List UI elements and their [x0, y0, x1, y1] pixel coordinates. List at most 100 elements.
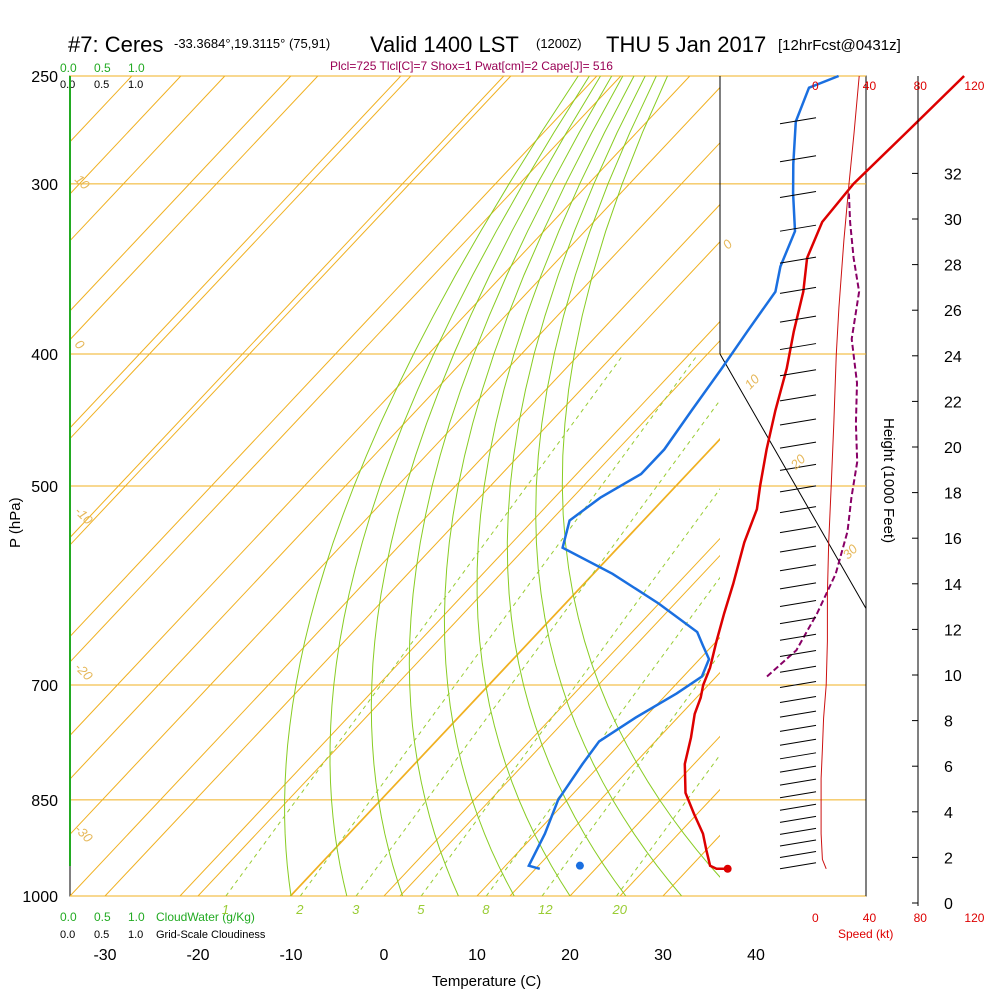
mixing-ratio-group	[225, 353, 720, 896]
wind-barb	[779, 803, 817, 811]
isotherm-line	[70, 76, 412, 440]
wind-barb	[779, 839, 817, 847]
cloud-scale-bottom-1: 0.5	[94, 910, 111, 924]
mixing-ratio-label: 20	[612, 902, 628, 917]
sounding-params: Plcl=725 Tlcl[C]=7 Shox=1 Pwat[cm]=2 Cap…	[330, 59, 613, 73]
grid-layer	[70, 75, 867, 897]
speed-tick-top: 40	[863, 79, 877, 93]
mixing-ratio-line	[541, 652, 720, 896]
pressure-tick-label: 300	[31, 177, 58, 194]
surface-temperature-marker	[723, 864, 732, 873]
wind-barb	[779, 778, 817, 786]
wind-barb	[779, 582, 817, 590]
isotherm-line	[383, 537, 720, 896]
pressure-tick-label: 400	[31, 347, 58, 364]
surface-dewpoint-marker	[575, 861, 584, 870]
wind-barb	[779, 827, 817, 835]
wind-barb	[779, 710, 817, 718]
mixing-ratio-label: 1	[222, 902, 229, 917]
x-tick-label: -30	[93, 947, 116, 964]
wind-barb	[779, 224, 817, 232]
height-tick-label: 12	[944, 622, 962, 639]
cloudiness-scale-top-1: 0.5	[94, 79, 109, 91]
wind-barb	[779, 815, 817, 823]
adiabat-line-orange	[399, 554, 720, 896]
cloudiness-scale-bottom-0: 0.0	[60, 929, 75, 941]
isotherm-label-left: -20	[72, 660, 96, 684]
temperature-line	[683, 75, 965, 871]
cloudiness-scale-bottom-1: 0.5	[94, 929, 109, 941]
x-tick-label: 0	[380, 947, 389, 964]
mixing-ratio-label: 2	[295, 902, 304, 917]
moist-adiabat-group	[284, 76, 720, 896]
height-tick-label: 32	[944, 166, 962, 183]
wind-barb	[779, 441, 817, 449]
wind-barb	[779, 315, 817, 323]
height-tick-label: 24	[944, 349, 962, 366]
speed-tick-top: 120	[964, 79, 984, 93]
height-tick-label: 2	[944, 850, 953, 867]
height-tick-label: 18	[944, 486, 962, 503]
mixing-ratio-line	[225, 353, 625, 896]
height-tick-label: 0	[944, 896, 953, 913]
cloudiness-label: Grid-Scale Cloudiness	[156, 929, 266, 941]
isotherm-label-left: 0	[72, 337, 88, 353]
wind-barb	[779, 394, 817, 402]
height-tick-label: 8	[944, 714, 953, 731]
cloudiness-scale-bottom-2: 1.0	[128, 929, 143, 941]
moist-adiabat-line	[329, 76, 590, 896]
wind-barb	[779, 545, 817, 553]
y2-axis-label: Height (1000 Feet)	[880, 418, 897, 543]
wind-barb	[779, 506, 817, 514]
speed-tick-top: 80	[914, 79, 928, 93]
adiabat-line-orange	[70, 76, 402, 429]
height-tick-label: 4	[944, 805, 953, 822]
wind-barb	[779, 617, 817, 625]
height-tick-label: 6	[944, 759, 953, 776]
station-name: #7: Ceres	[68, 32, 163, 57]
cloud-scale-top-0: 0.0	[60, 61, 77, 75]
cloudwater-label: CloudWater (g/Kg)	[156, 910, 255, 924]
wind-barb	[779, 665, 817, 673]
wind-barb	[779, 752, 817, 760]
cloud-scale-top-1: 0.5	[94, 61, 111, 75]
x-tick-label: 20	[561, 947, 579, 964]
adiabat-line-orange	[70, 76, 292, 312]
isotherm-line	[569, 735, 720, 896]
wind-barb	[779, 633, 817, 641]
pressure-tick-label: 500	[31, 479, 58, 496]
speed-tick-top: 0	[812, 79, 819, 93]
pressure-tick-label: 700	[31, 678, 58, 695]
wind-barb	[779, 418, 817, 426]
cloudiness-scale-top-2: 1.0	[128, 79, 143, 91]
isotherm-label-right: 30	[840, 541, 861, 562]
y-axis-label: P (hPa)	[7, 497, 24, 548]
moist-adiabat-line	[284, 76, 579, 896]
height-tick-label: 20	[944, 440, 962, 457]
marks-layer	[69, 74, 965, 873]
pressure-tick-label: 250	[31, 69, 58, 86]
moist-adiabat-line	[476, 76, 635, 896]
wind-barb	[779, 463, 817, 471]
forecast-date: THU 5 Jan 2017	[606, 32, 766, 57]
wind-barb	[779, 286, 817, 294]
moist-adiabat-line	[506, 76, 646, 896]
cloudiness-scale-top-0: 0.0	[60, 79, 75, 91]
wind-barb	[779, 724, 817, 732]
height-tick-label: 22	[944, 394, 962, 411]
isotherm-line	[476, 636, 720, 896]
wind-panel-border	[719, 353, 867, 896]
cloud-scale-bottom-2: 1.0	[128, 910, 145, 924]
mixing-ratio-line	[616, 754, 720, 896]
wind-barb	[779, 190, 817, 198]
wind-barb	[779, 155, 817, 163]
isotherm-label-left: -30	[72, 822, 96, 846]
pressure-tick-label: 850	[31, 793, 58, 810]
height-tick-label: 28	[944, 258, 962, 275]
height-tick-label: 14	[944, 577, 962, 594]
wind-barb	[779, 696, 817, 704]
mixing-ratio-label: 12	[538, 902, 553, 917]
x-tick-label: -10	[279, 947, 302, 964]
cloud-scale-top-2: 1.0	[128, 61, 145, 75]
